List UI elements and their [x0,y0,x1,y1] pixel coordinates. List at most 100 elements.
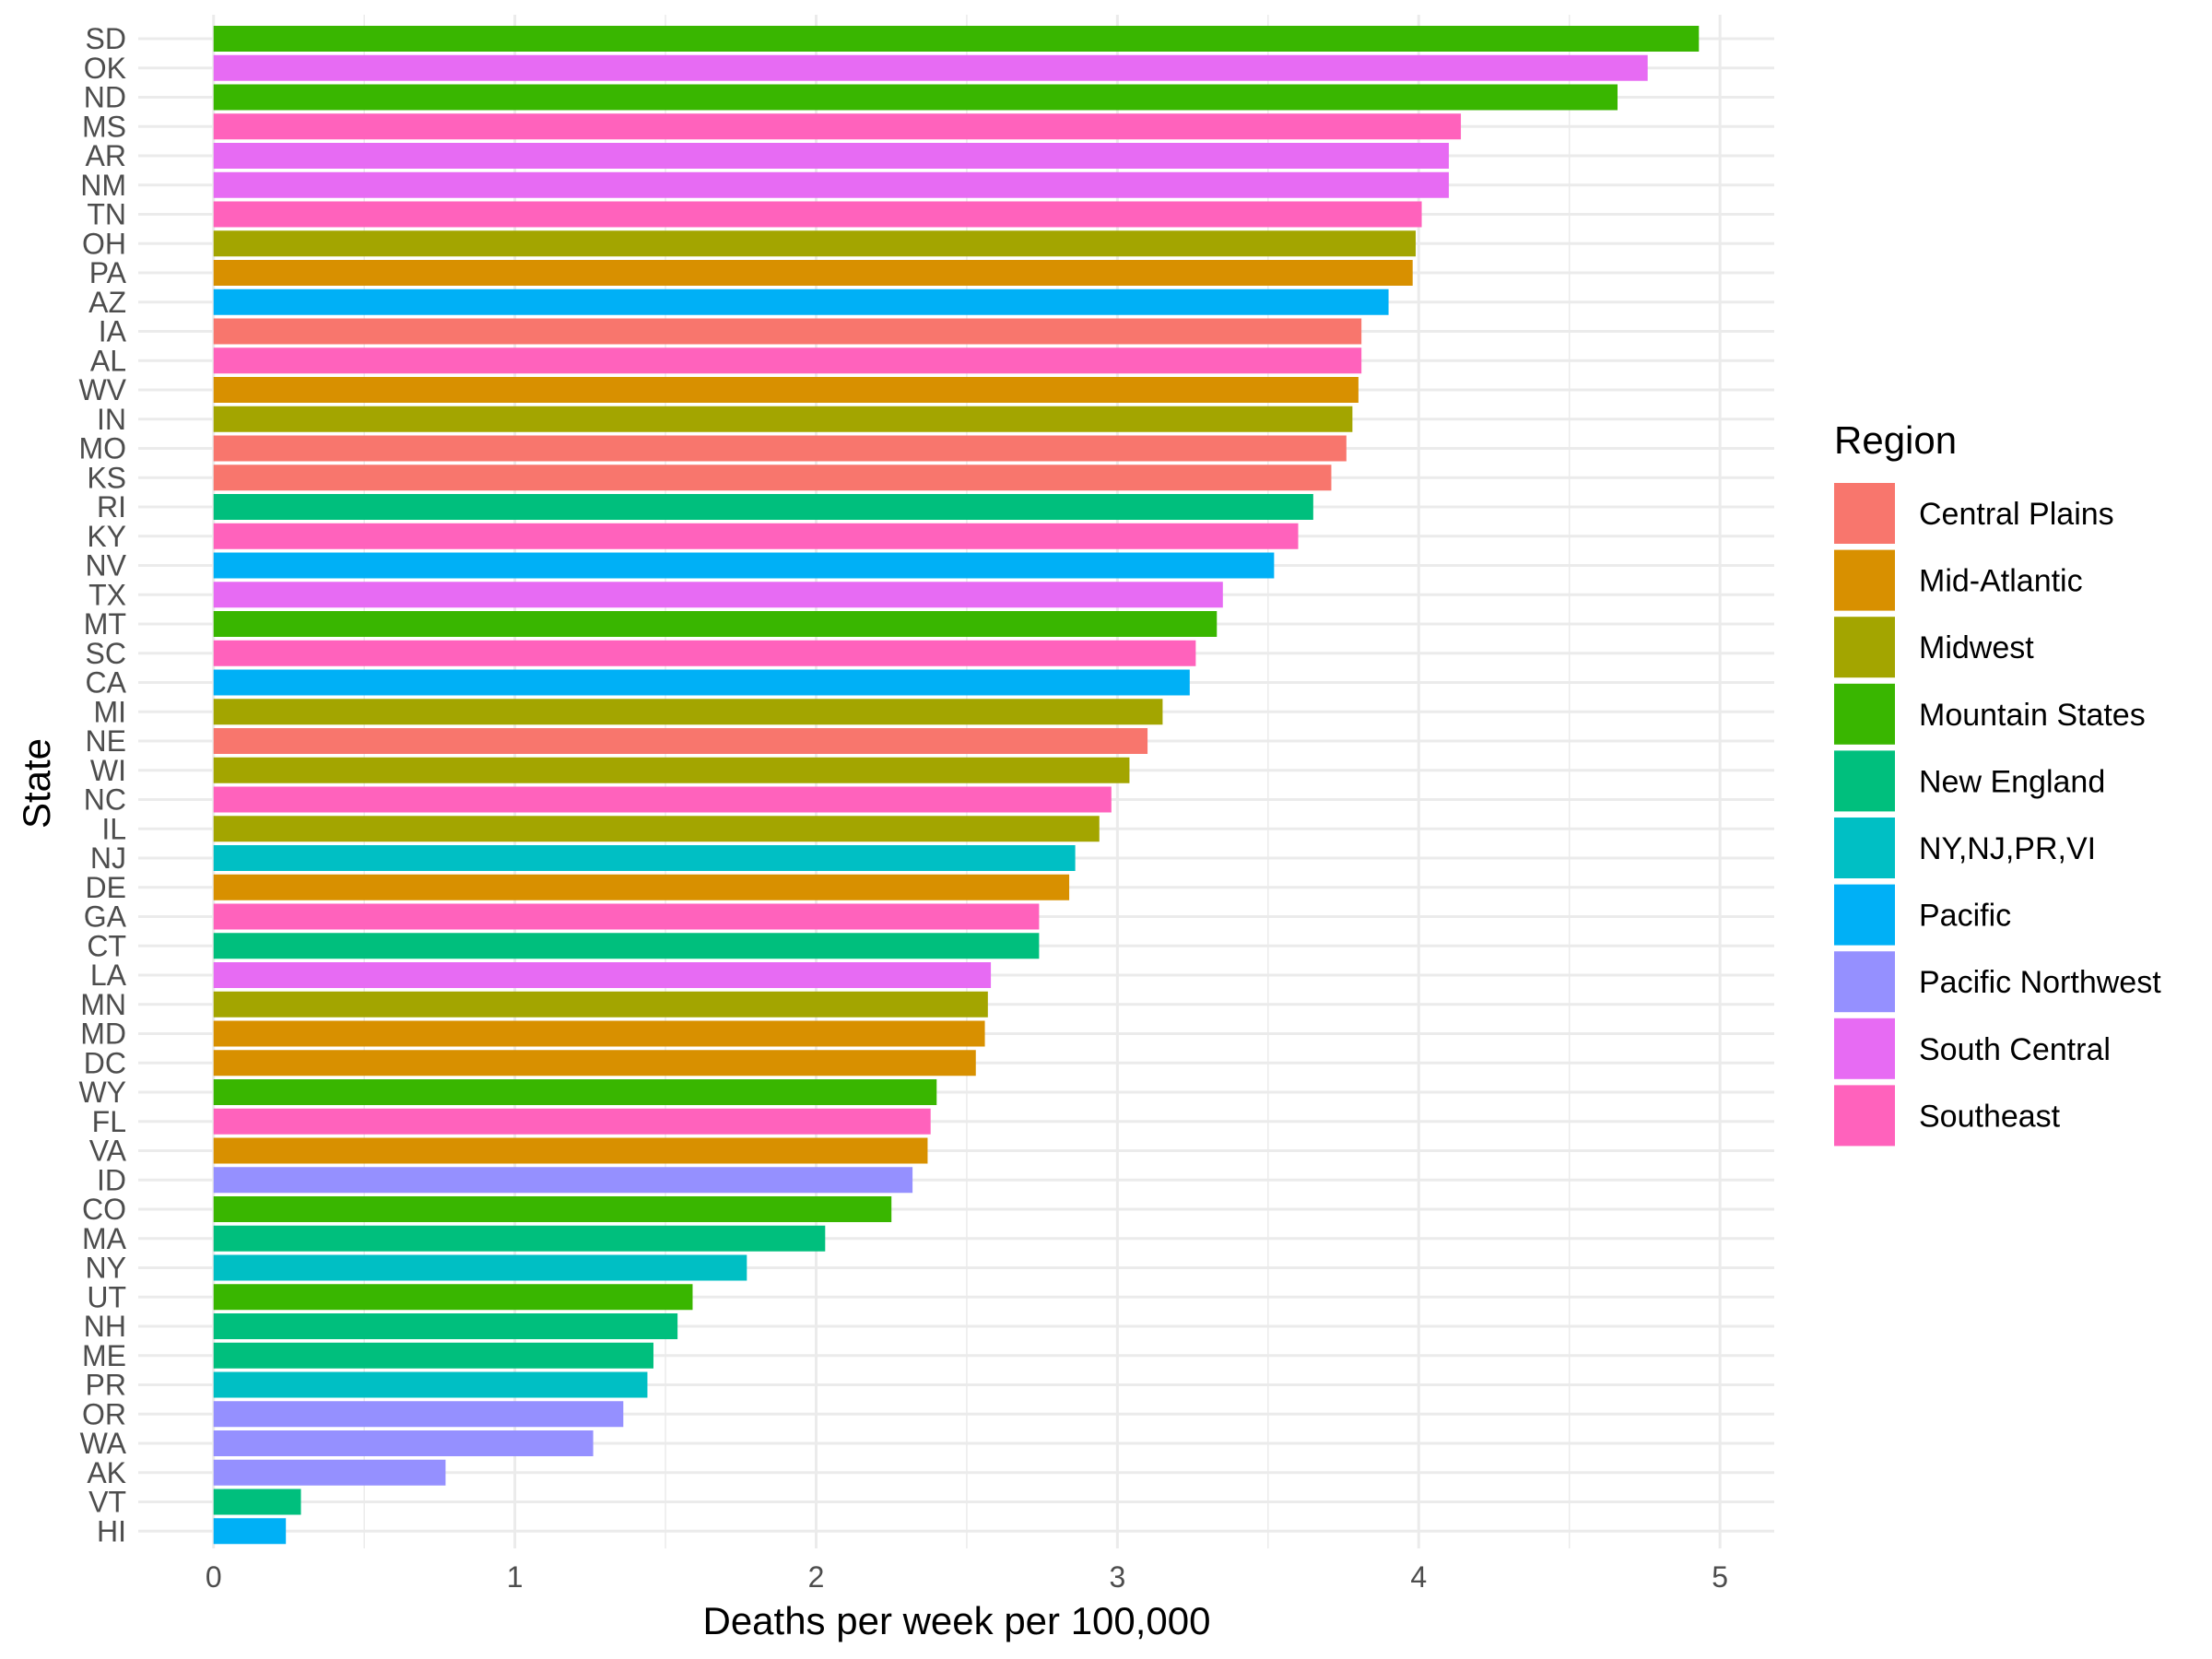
legend-key [1834,683,1895,745]
bar-ma [213,1225,826,1252]
y-tick-label: MI [93,695,126,728]
legend-label: South Central [1919,1032,2111,1067]
y-tick-label: VA [89,1135,127,1168]
bar-oh [213,230,1417,257]
y-tick-label: OH [82,227,126,260]
bars [213,26,1700,1545]
bar-tn [213,201,1422,228]
y-tick-label: TN [87,198,126,231]
y-tick-label: ID [97,1163,126,1196]
x-tick-label: 3 [1109,1560,1125,1594]
y-tick-label: ME [82,1339,126,1372]
bar-ct [213,933,1040,959]
bar-tx [213,582,1223,608]
legend-key [1834,617,1895,678]
bar-md [213,1020,985,1047]
y-tick-label: MA [82,1222,127,1255]
bar-ri [213,494,1313,520]
bar-co [213,1196,892,1222]
y-tick-labels: SDOKNDMSARNMTNOHPAAZIAALWVINMOKSRIKYNVTX… [78,22,126,1547]
bar-ca [213,669,1190,696]
legend-label: Mountain States [1919,698,2146,733]
y-tick-label: PR [86,1369,126,1402]
y-tick-label: GA [84,900,127,934]
bar-ky [213,523,1299,549]
y-tick-label: OK [84,52,126,85]
bar-ms [213,113,1462,140]
x-tick-label: 2 [808,1560,825,1594]
y-tick-label: WA [80,1427,127,1460]
y-tick-label: IL [101,812,126,845]
y-tick-label: NC [84,783,126,817]
y-tick-label: MT [84,607,126,641]
legend-label: Midwest [1919,630,2034,665]
bar-nm [213,171,1449,198]
bar-sd [213,26,1700,52]
bar-ok [213,54,1648,81]
bar-ut [213,1284,693,1311]
bar-wa [213,1430,594,1456]
y-tick-label: CA [86,666,127,700]
y-tick-label: SC [86,637,126,670]
y-tick-label: OR [82,1397,126,1430]
bar-mn [213,991,988,1018]
legend-label: Pacific Northwest [1919,965,2161,1000]
legend: Region Central Plains Mid-Atlantic Midwest… [1834,418,2161,1147]
y-tick-label: MN [80,988,126,1021]
bar-mt [213,611,1218,637]
bar-nc [213,786,1112,813]
y-tick-label: PA [89,256,127,289]
x-tick-label: 4 [1410,1560,1427,1594]
legend-label: Mid-Atlantic [1919,564,2083,599]
y-tick-label: AK [87,1456,126,1489]
y-tick-label: RI [97,490,126,524]
legend-title: Region [1834,418,1957,462]
legend-key [1834,884,1895,946]
bar-mo [213,435,1347,462]
bar-ak [213,1459,446,1486]
y-tick-label: MD [80,1018,126,1051]
y-tick-label: NY [86,1252,126,1285]
bar-wv [213,377,1359,403]
y-tick-label: WV [78,373,126,406]
y-tick-label: DE [86,871,126,904]
y-tick-label: LA [90,959,127,992]
y-tick-label: NH [84,1310,126,1343]
bar-va [213,1137,928,1164]
y-tick-label: DC [84,1046,126,1079]
legend-key [1834,750,1895,812]
bar-ny [213,1254,747,1281]
legend-key [1834,549,1895,611]
y-tick-label: KY [87,520,126,553]
y-tick-label: KS [87,461,126,494]
bar-ne [213,728,1148,754]
y-tick-label: HI [97,1514,126,1547]
bar-de [213,874,1070,900]
y-tick-label: NM [80,169,126,202]
y-tick-label: ND [84,81,126,114]
legend-label: Central Plains [1919,497,2114,532]
y-tick-label: AL [90,344,126,377]
legend-label: NY,NJ,PR,VI [1919,831,2096,866]
x-tick-label: 0 [206,1560,222,1594]
y-tick-label: IN [97,403,126,436]
legend-label: Southeast [1919,1099,2061,1134]
bar-nj [213,845,1076,871]
y-tick-label: MS [82,110,126,143]
y-tick-label: CT [87,929,126,962]
x-axis-title: Deaths per week per 100,000 [702,1599,1210,1642]
bar-ar [213,143,1449,169]
y-tick-label: IA [99,315,127,348]
bar-pr [213,1371,648,1398]
bar-fl [213,1108,931,1135]
legend-label: New England [1919,764,2105,799]
y-tick-label: NJ [90,841,126,875]
bar-nh [213,1313,678,1339]
bar-wy [213,1079,937,1105]
bar-me [213,1342,653,1369]
legend-label: Pacific [1919,899,2011,934]
bar-id [213,1167,913,1194]
bar-wi [213,757,1130,783]
y-tick-label: UT [87,1280,126,1313]
